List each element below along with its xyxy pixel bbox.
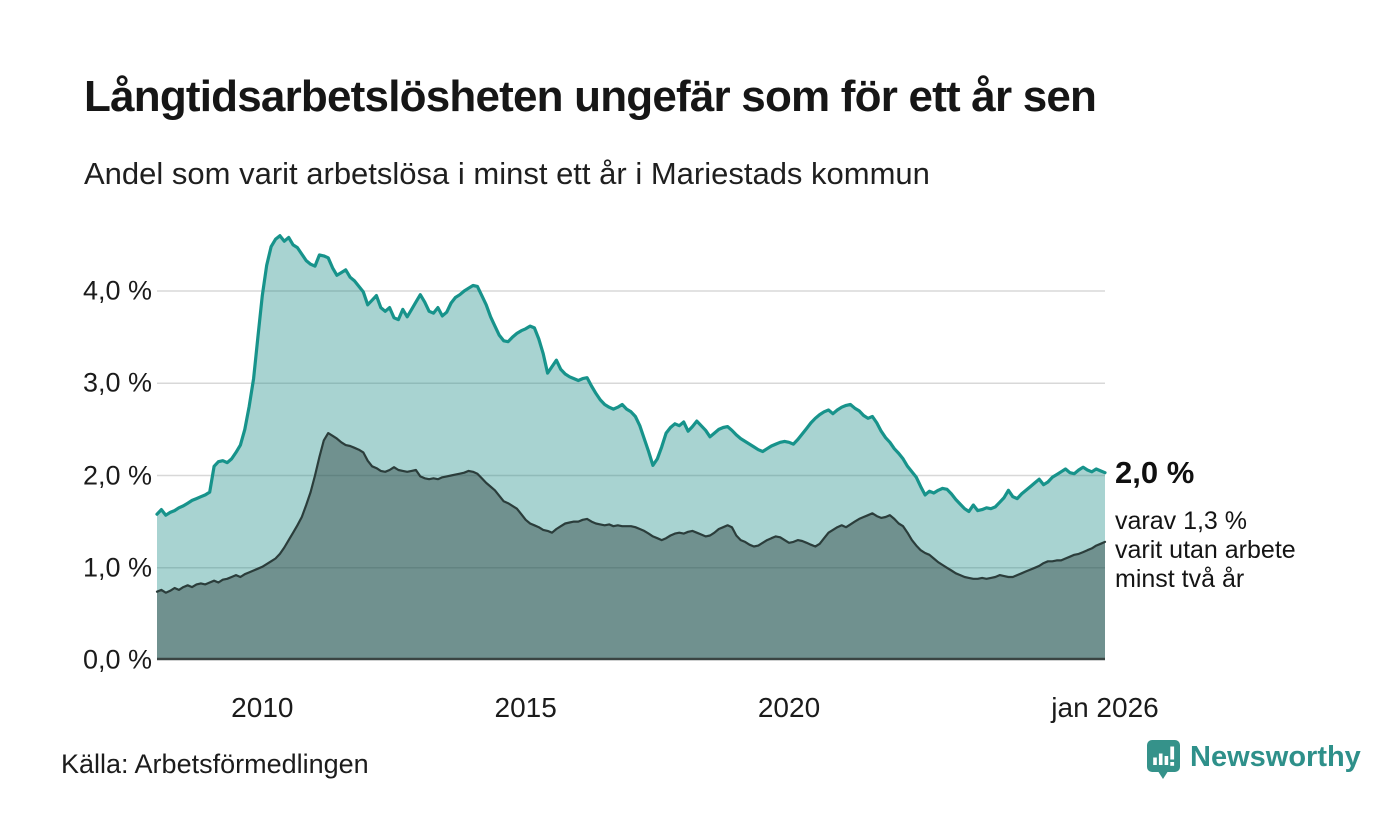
annotation-line-1: varav 1,3 % — [1115, 507, 1248, 535]
source-note: Källa: Arbetsförmedlingen — [61, 749, 369, 779]
newsworthy-wordmark: Newsworthy — [1190, 741, 1361, 773]
newsworthy-logo: Newsworthy — [1146, 738, 1361, 782]
chart-subtitle: Andel som varit arbetslösa i minst ett å… — [84, 156, 930, 191]
latest-value-label: 2,0 % — [1115, 455, 1195, 490]
page-title: Långtidsarbetslösheten ungefär som för e… — [84, 72, 1097, 121]
x-axis-label-2020: 2020 — [757, 692, 821, 723]
series-area-minst-ett-ar — [157, 235, 1105, 660]
y-axis-label-3: 3,0 % — [82, 367, 152, 398]
annotation-line-3: minst två år — [1115, 565, 1245, 593]
annotation-line-2: varit utan arbete — [1115, 536, 1296, 564]
newsworthy-bubble-chart-icon — [1147, 740, 1180, 779]
series-area-minst-tva-ar — [157, 433, 1105, 660]
y-axis-label-1: 1,0 % — [82, 552, 152, 583]
y-axis-label-4: 4,0 % — [82, 275, 152, 306]
series-line-minst-tva-ar — [155, 432, 1107, 594]
y-axis-label-0: 0,0 % — [82, 644, 152, 675]
y-axis-label-2: 2,0 % — [82, 460, 152, 490]
x-axis-label-2010: 2010 — [231, 692, 294, 723]
x-axis-label-2015: 2015 — [494, 692, 557, 723]
series-line-minst-ett-ar — [155, 234, 1107, 517]
x-axis-label-jan-2026: jan 2026 — [1051, 692, 1159, 723]
annotation-text: varav 1,3 % varit utan arbete minst två … — [1115, 507, 1296, 594]
